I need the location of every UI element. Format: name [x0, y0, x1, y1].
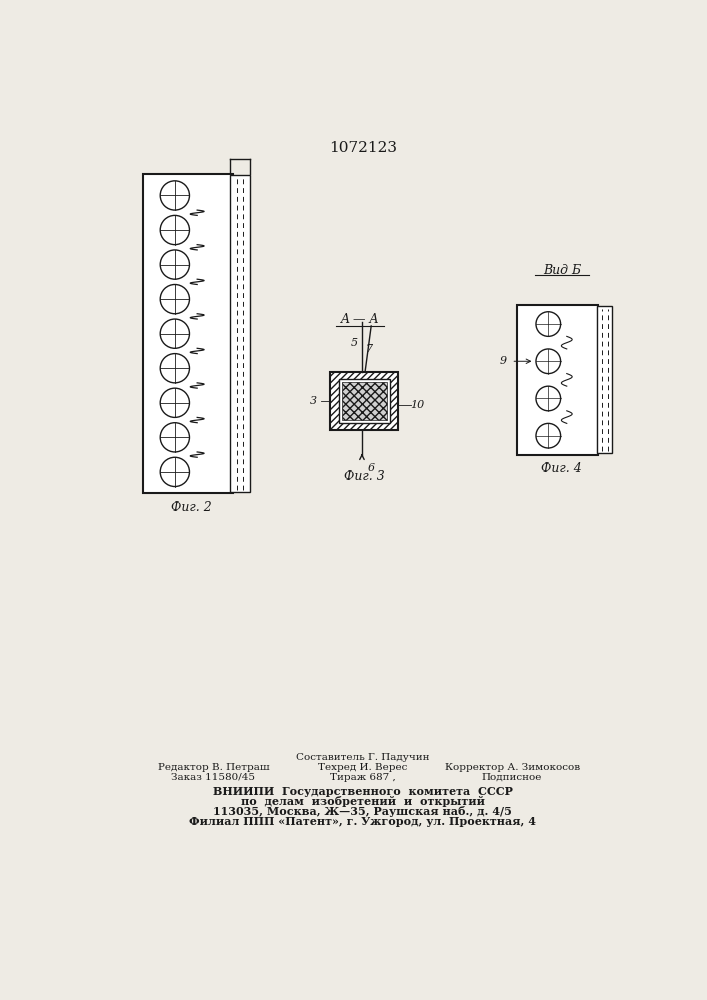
Bar	[330, 372, 398, 430]
Text: 1072123: 1072123	[329, 141, 397, 155]
Bar	[518, 305, 598, 455]
Text: Подписное: Подписное	[482, 773, 542, 782]
Text: A — A: A — A	[341, 313, 380, 326]
Circle shape	[536, 423, 561, 448]
Bar	[339, 379, 390, 423]
Text: по  делам  изобретений  и  открытий: по делам изобретений и открытий	[240, 796, 485, 807]
Text: 113035, Москва, Ж—35, Раушская наб., д. 4/5: 113035, Москва, Ж—35, Раушская наб., д. …	[214, 806, 512, 817]
Text: ВНИИПИ  Государственного  комитета  СССР: ВНИИПИ Государственного комитета СССР	[213, 786, 513, 797]
Circle shape	[160, 457, 189, 487]
Text: 9: 9	[500, 356, 507, 366]
Text: Вид Б: Вид Б	[543, 264, 581, 277]
Text: Фиг. 3: Фиг. 3	[344, 470, 385, 483]
Text: Тираж 687 ,: Тираж 687 ,	[330, 773, 396, 782]
Circle shape	[160, 284, 189, 314]
Circle shape	[160, 215, 189, 245]
Circle shape	[536, 349, 561, 374]
Text: Филиал ППП «Патент», г. Ужгород, ул. Проектная, 4: Филиал ППП «Патент», г. Ужгород, ул. Про…	[189, 816, 536, 827]
Circle shape	[160, 181, 189, 210]
Circle shape	[160, 319, 189, 348]
Bar	[342, 382, 387, 420]
Bar	[230, 175, 250, 492]
Text: 5: 5	[351, 338, 358, 348]
Circle shape	[536, 386, 561, 411]
Text: 3: 3	[310, 396, 317, 406]
Text: Корректор А. Зимокосов: Корректор А. Зимокосов	[445, 763, 580, 772]
Bar	[597, 306, 612, 453]
Bar	[330, 372, 398, 430]
Circle shape	[160, 250, 189, 279]
Text: Редактор В. Петраш: Редактор В. Петраш	[158, 763, 269, 772]
Bar	[143, 174, 233, 493]
Text: 7: 7	[366, 344, 373, 354]
Circle shape	[536, 312, 561, 336]
Text: Составитель Г. Падучин: Составитель Г. Падучин	[296, 753, 429, 762]
Circle shape	[160, 354, 189, 383]
Text: 10: 10	[410, 400, 424, 410]
Text: Заказ 11580/45: Заказ 11580/45	[171, 773, 255, 782]
Text: Техред И. Верес: Техред И. Верес	[318, 763, 407, 772]
Text: Фиг. 4: Фиг. 4	[542, 462, 582, 475]
Text: 6: 6	[368, 463, 375, 473]
Circle shape	[160, 423, 189, 452]
Text: Фиг. 2: Фиг. 2	[171, 501, 212, 514]
Circle shape	[160, 388, 189, 417]
